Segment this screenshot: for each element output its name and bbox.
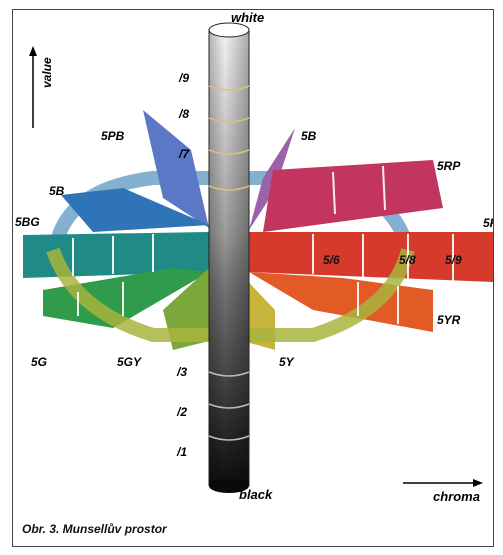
hue-label-5r: 5R xyxy=(483,216,493,230)
value-mark-8: /8 xyxy=(178,107,189,121)
value-mark-7: /7 xyxy=(178,147,190,161)
hue-label-5b-left: 5B xyxy=(49,184,65,198)
value-arrow-head xyxy=(29,46,37,56)
diagram-frame: value chroma white bla xyxy=(12,9,499,511)
hue-label-5y: 5Y xyxy=(279,355,295,369)
leaf-5r xyxy=(249,232,493,282)
leaf-5g xyxy=(43,268,209,328)
leaf-5pb xyxy=(143,110,209,228)
value-mark-2: /2 xyxy=(176,405,187,419)
chroma-axis-label: chroma xyxy=(433,489,480,504)
chroma-mark-5-9: 5/9 xyxy=(445,253,462,267)
hue-label-5b-right: 5B xyxy=(301,129,317,143)
white-label: white xyxy=(231,10,264,25)
value-axis-label: value xyxy=(40,57,54,88)
black-label: black xyxy=(239,487,273,502)
leaf-5rp xyxy=(263,160,443,232)
value-mark-3: /3 xyxy=(176,365,187,379)
hue-label-5gy: 5GY xyxy=(117,355,142,369)
column-bottom-cap xyxy=(209,479,249,493)
hue-label-5bg: 5BG xyxy=(15,215,40,229)
value-mark-9: /9 xyxy=(178,71,189,85)
caption-box: Obr. 3. Munsellův prostor xyxy=(12,510,494,547)
leaf-5b-blue xyxy=(61,188,209,232)
munsell-diagram: value chroma white bla xyxy=(15,10,499,504)
leaf-5bg xyxy=(23,232,209,278)
hue-label-5g: 5G xyxy=(31,355,47,369)
column-top-cap xyxy=(208,22,250,38)
hue-label-5pb: 5PB xyxy=(101,129,125,143)
chroma-arrow-head xyxy=(473,479,483,487)
value-mark-1: /1 xyxy=(176,445,187,459)
chroma-mark-5-6: 5/6 xyxy=(323,253,340,267)
hue-label-5yr: 5YR xyxy=(437,313,461,327)
caption-text: Obr. 3. Munsellův prostor xyxy=(22,522,167,536)
hue-label-5rp: 5RP xyxy=(437,159,461,173)
chroma-mark-5-8: 5/8 xyxy=(399,253,416,267)
